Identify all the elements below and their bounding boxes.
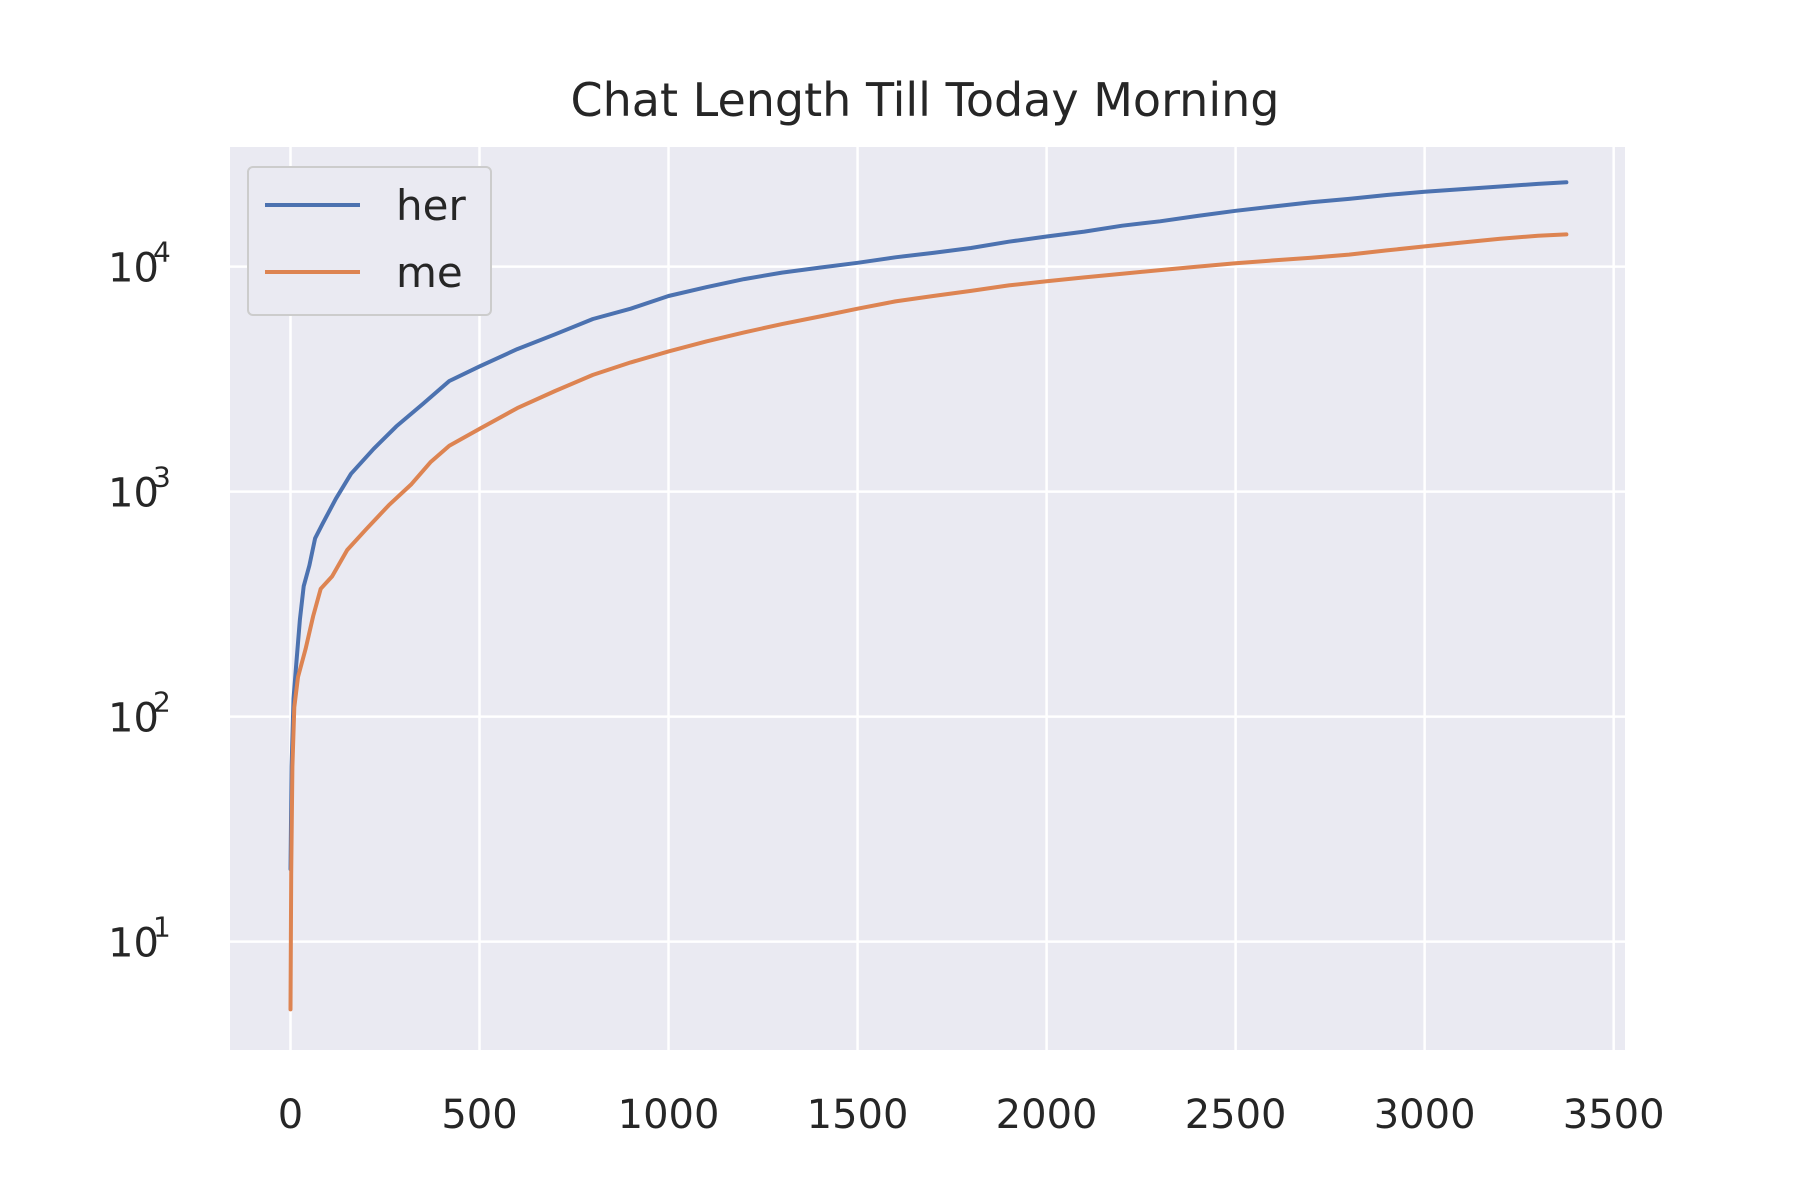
legend: her me <box>247 166 492 316</box>
y-tick-label: 102 <box>108 686 171 742</box>
x-tick-label: 2500 <box>1185 1092 1287 1138</box>
y-tick-label: 104 <box>108 236 171 292</box>
x-tick-label: 1500 <box>807 1092 909 1138</box>
legend-label-her: her <box>396 181 466 230</box>
series-line-me <box>288 232 1569 1012</box>
y-tick-base: 10 <box>108 471 159 517</box>
legend-label-me: me <box>396 248 463 297</box>
y-tick-exponent: 4 <box>153 236 171 269</box>
y-tick-base: 10 <box>108 246 159 292</box>
y-tick-base: 10 <box>108 696 159 742</box>
x-axis-ticks: 0 500 1000 1500 2000 2500 3000 3500 <box>278 1092 1665 1138</box>
x-tick-label: 2000 <box>996 1092 1098 1138</box>
series-line-her <box>288 180 1569 872</box>
y-tick-base: 10 <box>108 921 159 967</box>
y-tick-exponent: 1 <box>153 911 171 944</box>
y-tick-exponent: 3 <box>153 461 171 494</box>
y-tick-label: 103 <box>108 461 171 517</box>
series-layer <box>288 180 1569 1012</box>
x-tick-label: 1000 <box>618 1092 720 1138</box>
x-tick-label: 3000 <box>1374 1092 1476 1138</box>
y-tick-exponent: 2 <box>153 686 171 719</box>
y-tick-label: 101 <box>108 911 171 967</box>
x-tick-label: 0 <box>278 1092 303 1138</box>
chart-title: Chat Length Till Today Morning <box>571 73 1280 127</box>
x-tick-label: 500 <box>441 1092 517 1138</box>
x-tick-label: 3500 <box>1563 1092 1665 1138</box>
